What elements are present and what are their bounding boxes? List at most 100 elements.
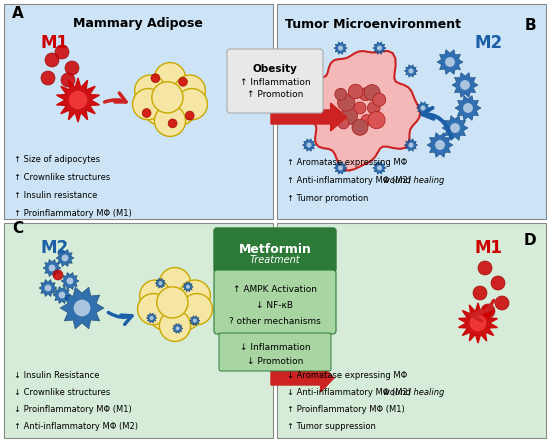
Circle shape <box>133 88 164 120</box>
Circle shape <box>359 88 372 101</box>
Circle shape <box>65 61 79 75</box>
Circle shape <box>495 296 509 310</box>
Text: M2: M2 <box>475 34 503 52</box>
Text: ↑ Insulin resistance: ↑ Insulin resistance <box>14 191 97 200</box>
Circle shape <box>377 46 382 50</box>
Circle shape <box>155 63 185 94</box>
Circle shape <box>155 105 185 137</box>
FancyArrow shape <box>271 364 334 392</box>
Text: ↑ Inflammation: ↑ Inflammation <box>240 78 310 87</box>
Circle shape <box>193 319 197 323</box>
Bar <box>4 223 273 438</box>
Text: ↓ Inflammation: ↓ Inflammation <box>240 343 310 352</box>
Polygon shape <box>53 286 71 304</box>
Text: ↓ Proinflammatory MΦ (M1): ↓ Proinflammatory MΦ (M1) <box>14 405 132 414</box>
Circle shape <box>335 88 346 100</box>
Polygon shape <box>416 102 430 114</box>
Circle shape <box>450 123 460 133</box>
Circle shape <box>168 119 177 128</box>
Text: D: D <box>524 233 536 248</box>
Circle shape <box>158 281 162 285</box>
Polygon shape <box>373 42 386 54</box>
Circle shape <box>338 165 343 171</box>
Circle shape <box>160 267 191 299</box>
Circle shape <box>340 108 358 125</box>
Text: ↓ Anti-inflammatory MΦ (M2): ↓ Anti-inflammatory MΦ (M2) <box>287 388 411 397</box>
Bar <box>4 4 273 219</box>
Circle shape <box>367 102 380 114</box>
Text: ↑ Aromatase expressing MΦ: ↑ Aromatase expressing MΦ <box>287 158 407 167</box>
Circle shape <box>149 299 180 330</box>
Circle shape <box>354 102 366 114</box>
Circle shape <box>294 106 300 110</box>
Polygon shape <box>404 65 417 77</box>
Circle shape <box>45 285 51 291</box>
Text: ↓ NF-κB: ↓ NF-κB <box>256 301 294 310</box>
Text: ↑ Size of adipocytes: ↑ Size of adipocytes <box>14 155 100 164</box>
Text: ? other mechanisms: ? other mechanisms <box>229 317 321 326</box>
Circle shape <box>377 165 382 171</box>
Polygon shape <box>373 162 386 174</box>
Circle shape <box>160 310 191 341</box>
Circle shape <box>140 280 171 311</box>
Text: Metformin: Metformin <box>239 243 311 256</box>
Circle shape <box>138 293 169 325</box>
Circle shape <box>373 93 386 106</box>
FancyBboxPatch shape <box>214 270 336 334</box>
Text: M1: M1 <box>475 239 503 257</box>
Text: ↑ Crownlike structures: ↑ Crownlike structures <box>14 173 110 182</box>
Circle shape <box>182 293 212 325</box>
Polygon shape <box>56 249 74 267</box>
Circle shape <box>174 75 205 106</box>
Text: C: C <box>12 221 23 236</box>
Circle shape <box>151 74 160 83</box>
Polygon shape <box>302 139 316 151</box>
Circle shape <box>481 304 495 318</box>
Polygon shape <box>298 51 420 171</box>
Text: ↓ Insulin Resistance: ↓ Insulin Resistance <box>14 371 100 380</box>
Circle shape <box>55 45 69 59</box>
FancyArrow shape <box>271 103 346 131</box>
Circle shape <box>67 278 73 284</box>
Circle shape <box>306 142 311 148</box>
Polygon shape <box>172 324 183 333</box>
Text: A: A <box>12 6 24 21</box>
Circle shape <box>179 77 188 86</box>
Circle shape <box>435 140 445 150</box>
Polygon shape <box>57 78 100 122</box>
Text: Treatment: Treatment <box>250 255 300 265</box>
Text: B: B <box>524 18 536 33</box>
Bar <box>277 4 546 219</box>
Polygon shape <box>43 259 61 277</box>
Polygon shape <box>442 116 468 141</box>
Circle shape <box>364 84 380 101</box>
Circle shape <box>69 91 87 109</box>
Circle shape <box>478 261 492 275</box>
Circle shape <box>491 276 505 290</box>
FancyBboxPatch shape <box>219 333 331 371</box>
Text: ↓ Promotion: ↓ Promotion <box>247 357 303 366</box>
FancyBboxPatch shape <box>214 228 336 272</box>
Text: wound healing: wound healing <box>383 388 444 397</box>
Circle shape <box>473 286 487 300</box>
Polygon shape <box>427 133 453 157</box>
Circle shape <box>338 118 349 129</box>
Text: ↑ Tumor promotion: ↑ Tumor promotion <box>287 194 368 203</box>
Text: ↑ Anti-inflammatory MΦ (M2): ↑ Anti-inflammatory MΦ (M2) <box>287 176 411 185</box>
Circle shape <box>142 109 151 118</box>
Circle shape <box>306 69 311 73</box>
Circle shape <box>338 46 343 50</box>
Text: ↑ Promotion: ↑ Promotion <box>247 90 303 99</box>
Text: ↓ Aromatase expressing MΦ: ↓ Aromatase expressing MΦ <box>287 371 407 380</box>
Circle shape <box>170 299 201 330</box>
Text: wound healing: wound healing <box>383 176 444 185</box>
Circle shape <box>185 111 194 120</box>
Circle shape <box>59 292 65 298</box>
Polygon shape <box>146 313 157 323</box>
Circle shape <box>409 69 414 73</box>
Circle shape <box>460 80 470 90</box>
Circle shape <box>409 142 414 148</box>
Circle shape <box>176 88 207 120</box>
Text: M2: M2 <box>40 239 68 257</box>
Circle shape <box>150 316 153 320</box>
